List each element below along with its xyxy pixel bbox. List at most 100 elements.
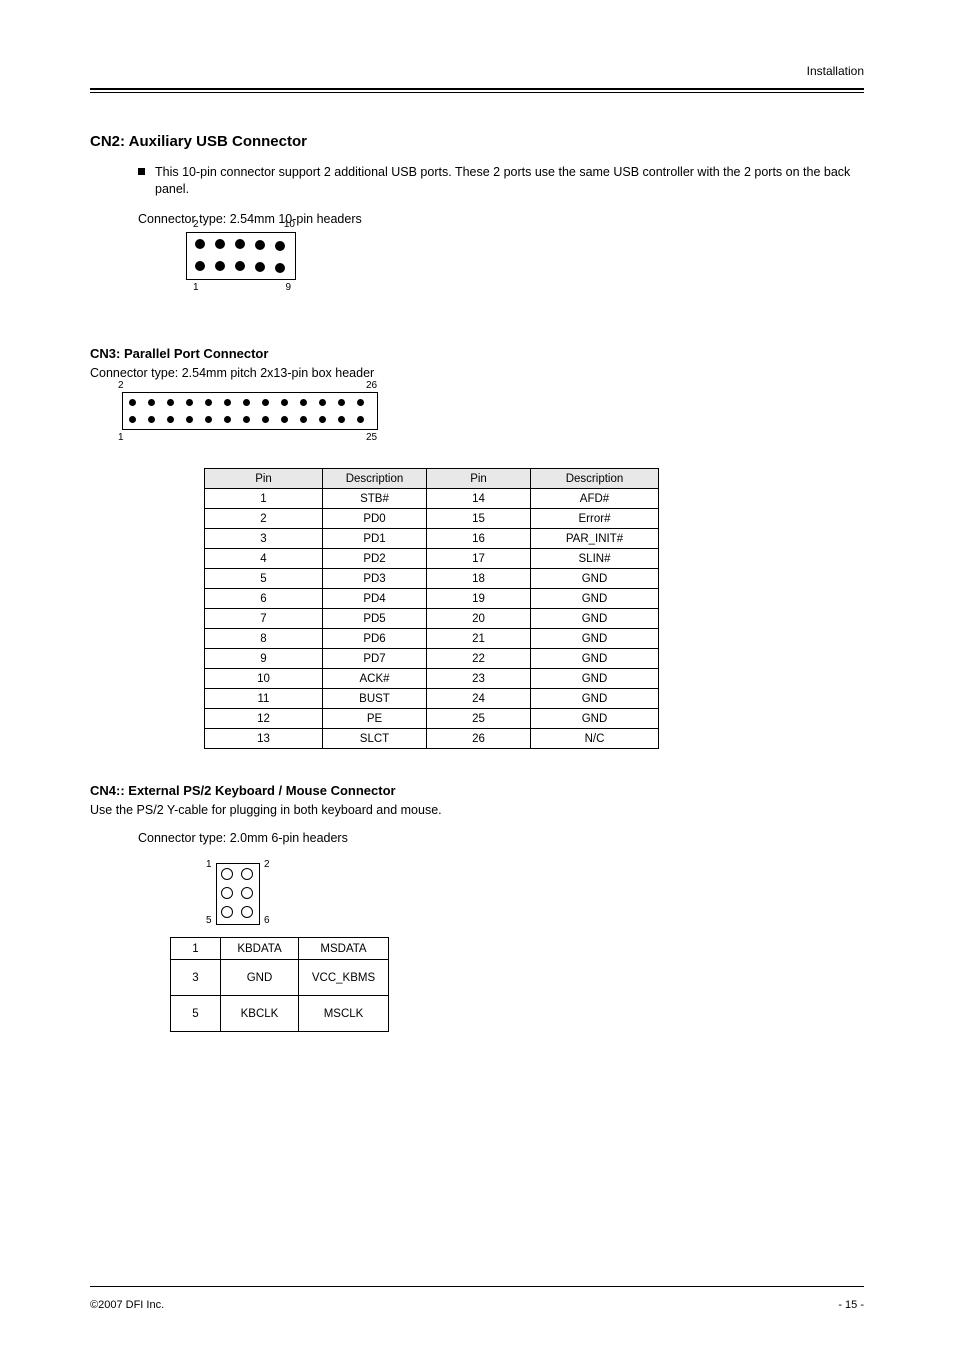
table-row: 5PD318GND <box>205 569 659 589</box>
table-cell: 13 <box>205 729 323 749</box>
table-header: Description <box>531 469 659 489</box>
table-cell: GND <box>531 589 659 609</box>
table-cell: 9 <box>205 649 323 669</box>
footer-left: ©2007 DFI Inc. <box>90 1299 164 1311</box>
table-header-row: Pin Description Pin Description <box>205 469 659 489</box>
connector-type-label: Connector type: 2.54mm 10-pin headers <box>138 212 864 226</box>
table-cell: GND <box>531 609 659 629</box>
table-cell: PD6 <box>323 629 427 649</box>
table-cell: 20 <box>427 609 531 629</box>
table-cell: ACK# <box>323 669 427 689</box>
table-row: 3PD116PAR_INIT# <box>205 529 659 549</box>
bottom-rule <box>90 1286 864 1287</box>
table-cell: VCC_KBMS <box>299 960 389 996</box>
pin-label: 2 <box>264 859 270 870</box>
bullet-item: This 10-pin connector support 2 addition… <box>138 164 864 198</box>
connector-cn3-diagram <box>122 392 378 430</box>
footer-right: - 15 - <box>838 1299 864 1311</box>
table-cell: STB# <box>323 489 427 509</box>
pin-label: 1 <box>193 282 199 293</box>
table-cell: 7 <box>205 609 323 629</box>
table-header: Description <box>323 469 427 489</box>
connector-cn4-diagram <box>216 863 260 925</box>
page-root: Installation CN2: Auxiliary USB Connecto… <box>0 0 954 1351</box>
table-cell: 6 <box>205 589 323 609</box>
table-cell: 22 <box>427 649 531 669</box>
table-row: 2PD015Error# <box>205 509 659 529</box>
table-cell: 14 <box>427 489 531 509</box>
table-cell: GND <box>531 649 659 669</box>
table-cell: GND <box>221 960 299 996</box>
table-row: 1STB#14AFD# <box>205 489 659 509</box>
table-row: 3GNDVCC_KBMS <box>171 960 389 996</box>
table-row: 11BUST24GND <box>205 689 659 709</box>
table-row: 4PD217SLIN# <box>205 549 659 569</box>
table-cell: PD3 <box>323 569 427 589</box>
table-row: 6PD419GND <box>205 589 659 609</box>
table-cell: AFD# <box>531 489 659 509</box>
table-cell: PAR_INIT# <box>531 529 659 549</box>
table-cell: 15 <box>427 509 531 529</box>
table-cell: GND <box>531 709 659 729</box>
table-cell: 1 <box>205 489 323 509</box>
pin-label: 6 <box>264 915 270 926</box>
table-cell: 5 <box>205 569 323 589</box>
table-cell: 3 <box>205 529 323 549</box>
table-cell: 25 <box>427 709 531 729</box>
pin-label: 1 <box>118 432 124 443</box>
connector-cn4-wrap: 1 2 5 6 <box>216 857 864 937</box>
table-cell: 4 <box>205 549 323 569</box>
pin-label: 2 <box>193 219 199 230</box>
top-rule <box>90 88 864 90</box>
table-cell: PE <box>323 709 427 729</box>
header-section-label: Installation <box>807 64 864 78</box>
table-cell: 10 <box>205 669 323 689</box>
table-cell: MSCLK <box>299 996 389 1032</box>
table-cell: 24 <box>427 689 531 709</box>
table-cell: PD1 <box>323 529 427 549</box>
table-cell: PD4 <box>323 589 427 609</box>
table-cell: KBCLK <box>221 996 299 1032</box>
table-cell: 12 <box>205 709 323 729</box>
table-row: 7PD520GND <box>205 609 659 629</box>
table-cell: BUST <box>323 689 427 709</box>
table-cell: PD2 <box>323 549 427 569</box>
pin-label: 25 <box>366 432 377 443</box>
table-cell: Error# <box>531 509 659 529</box>
heading-cn3: CN3: Parallel Port Connector <box>90 346 864 361</box>
table-row: 9PD722GND <box>205 649 659 669</box>
table-cell: GND <box>531 669 659 689</box>
table-row: 8PD621GND <box>205 629 659 649</box>
table-cell: SLCT <box>323 729 427 749</box>
table-cell: PD0 <box>323 509 427 529</box>
table-header: Pin <box>427 469 531 489</box>
cn4-type: Connector type: 2.0mm 6-pin headers <box>138 830 864 848</box>
table-cell: 23 <box>427 669 531 689</box>
heading-cn4: CN4:: External PS/2 Keyboard / Mouse Con… <box>90 783 864 798</box>
bullet-icon <box>138 168 145 175</box>
top-rule-inner <box>90 92 864 93</box>
table-row: 10ACK#23GND <box>205 669 659 689</box>
table-cell: MSDATA <box>299 938 389 960</box>
pin-label: 10 <box>284 219 295 230</box>
table-cell: PD7 <box>323 649 427 669</box>
table-cell: KBDATA <box>221 938 299 960</box>
table-cell: 5 <box>171 996 221 1032</box>
table-cell: PD5 <box>323 609 427 629</box>
cn3-pin-table: Pin Description Pin Description 1STB#14A… <box>204 468 659 749</box>
table-cell: N/C <box>531 729 659 749</box>
table-cell: GND <box>531 689 659 709</box>
table-row: 13SLCT26N/C <box>205 729 659 749</box>
table-cell: SLIN# <box>531 549 659 569</box>
table-row: 5KBCLKMSCLK <box>171 996 389 1032</box>
table-cell: 3 <box>171 960 221 996</box>
bullet-text: This 10-pin connector support 2 addition… <box>155 164 864 198</box>
cn3-body: Connector type: 2.54mm pitch 2x13-pin bo… <box>90 365 864 383</box>
pin-label: 9 <box>285 282 291 293</box>
table-row: 1KBDATAMSDATA <box>171 938 389 960</box>
heading-cn2: CN2: Auxiliary USB Connector <box>90 133 864 150</box>
connector-cn2-diagram: 2 10 1 9 <box>186 232 296 280</box>
table-cell: 16 <box>427 529 531 549</box>
table-cell: 1 <box>171 938 221 960</box>
pin-label: 2 <box>118 380 124 391</box>
